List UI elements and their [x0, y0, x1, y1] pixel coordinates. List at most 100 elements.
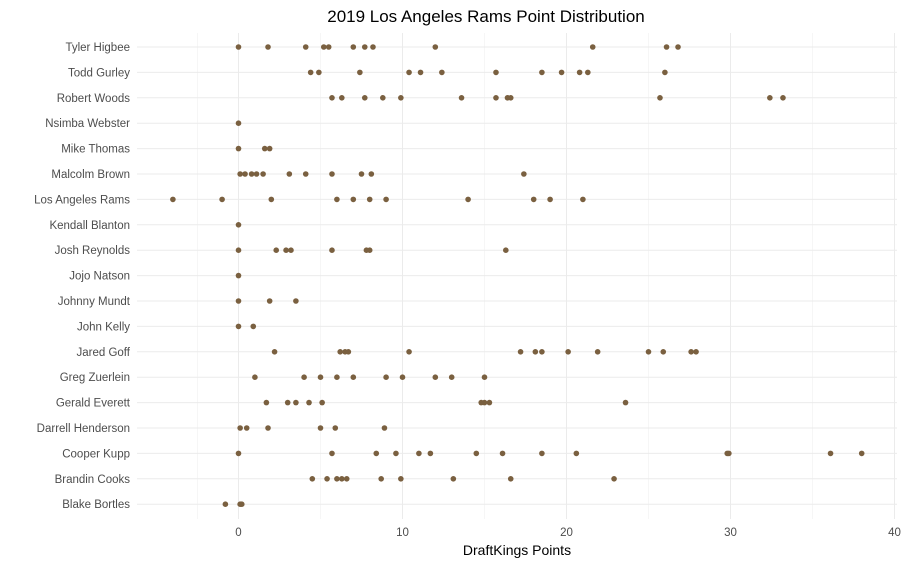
y-category-label: Gerald Everett [56, 398, 131, 410]
data-point [576, 69, 583, 76]
data-point [726, 450, 732, 457]
data-point [622, 399, 629, 406]
data-point [517, 349, 524, 355]
data-point [302, 171, 309, 177]
data-point [345, 349, 352, 355]
data-point [235, 120, 242, 126]
x-tick-label: 10 [396, 527, 409, 539]
data-point [317, 374, 324, 381]
data-point [767, 95, 773, 101]
data-point [366, 196, 373, 203]
data-point [309, 476, 316, 482]
data-point [266, 145, 273, 152]
data-point [507, 95, 514, 101]
data-point [416, 450, 422, 457]
data-point [248, 171, 255, 177]
data-point [383, 196, 389, 203]
y-category-label: Blake Bortles [62, 499, 130, 511]
data-point [320, 44, 327, 50]
data-point [301, 374, 307, 381]
data-point [238, 501, 245, 508]
data-point [465, 196, 471, 203]
y-category-label: John Kelly [77, 321, 130, 333]
data-point [381, 425, 388, 431]
data-point [530, 196, 537, 203]
data-point [307, 69, 314, 76]
data-point [547, 196, 553, 203]
data-point [657, 95, 663, 101]
data-point [565, 349, 571, 355]
data-point [594, 349, 601, 355]
data-point [503, 247, 509, 253]
data-point [350, 374, 357, 381]
data-point [663, 44, 670, 50]
data-point [235, 450, 242, 457]
data-point [481, 374, 488, 381]
data-points [170, 44, 865, 508]
data-point [573, 450, 580, 457]
data-point [350, 44, 357, 50]
data-point [361, 44, 368, 50]
data-point [532, 349, 539, 355]
data-point [260, 171, 266, 177]
x-axis-label: DraftKings Points [463, 542, 571, 558]
data-point [222, 501, 229, 508]
data-point [417, 69, 424, 76]
data-point [693, 349, 699, 355]
data-point [611, 476, 617, 482]
data-point [235, 145, 242, 152]
data-point [293, 298, 299, 304]
data-point [343, 476, 350, 482]
y-category-label: Mike Thomas [61, 144, 130, 156]
data-point [448, 374, 455, 381]
data-point [334, 476, 340, 482]
data-point [368, 171, 375, 177]
data-point [319, 399, 325, 406]
data-point [329, 450, 335, 457]
y-category-label: Greg Zuerlein [60, 372, 130, 384]
x-tick-label: 20 [560, 527, 573, 539]
data-point [268, 196, 275, 203]
data-point [580, 196, 586, 203]
data-point [688, 349, 694, 355]
y-category-label: Darrell Henderson [37, 423, 130, 435]
data-point [398, 476, 404, 482]
data-point [243, 425, 250, 431]
data-point [427, 450, 434, 457]
data-point [324, 476, 330, 482]
data-point [284, 399, 291, 406]
data-point [235, 272, 242, 279]
data-point [399, 374, 406, 381]
data-point [361, 95, 368, 101]
data-point [406, 349, 412, 355]
data-point [350, 196, 357, 203]
grid [137, 33, 897, 519]
data-point [366, 247, 373, 253]
chart-title: 2019 Los Angeles Rams Point Distribution [327, 7, 645, 26]
data-point [317, 425, 324, 431]
data-point [432, 44, 439, 50]
y-category-label: Nsimba Webster [45, 118, 130, 130]
data-point [337, 349, 343, 355]
x-tick-label: 0 [235, 527, 241, 539]
data-point [539, 69, 545, 76]
data-point [302, 44, 309, 50]
data-point [242, 171, 248, 177]
data-point [499, 450, 506, 457]
data-point [539, 450, 545, 457]
y-category-label: Malcolm Brown [51, 169, 130, 181]
data-point [458, 95, 465, 101]
data-point [316, 69, 322, 76]
data-point [450, 476, 457, 482]
data-point [219, 196, 225, 203]
data-point [306, 399, 312, 406]
x-axis-ticks: 0 10 20 30 40 [235, 527, 901, 539]
data-point [250, 323, 257, 330]
y-category-label: Jared Goff [77, 347, 131, 359]
data-point [329, 247, 335, 253]
data-point [473, 450, 480, 457]
data-point [370, 44, 376, 50]
data-point [253, 171, 260, 177]
data-point [235, 298, 242, 304]
data-point [398, 95, 404, 101]
